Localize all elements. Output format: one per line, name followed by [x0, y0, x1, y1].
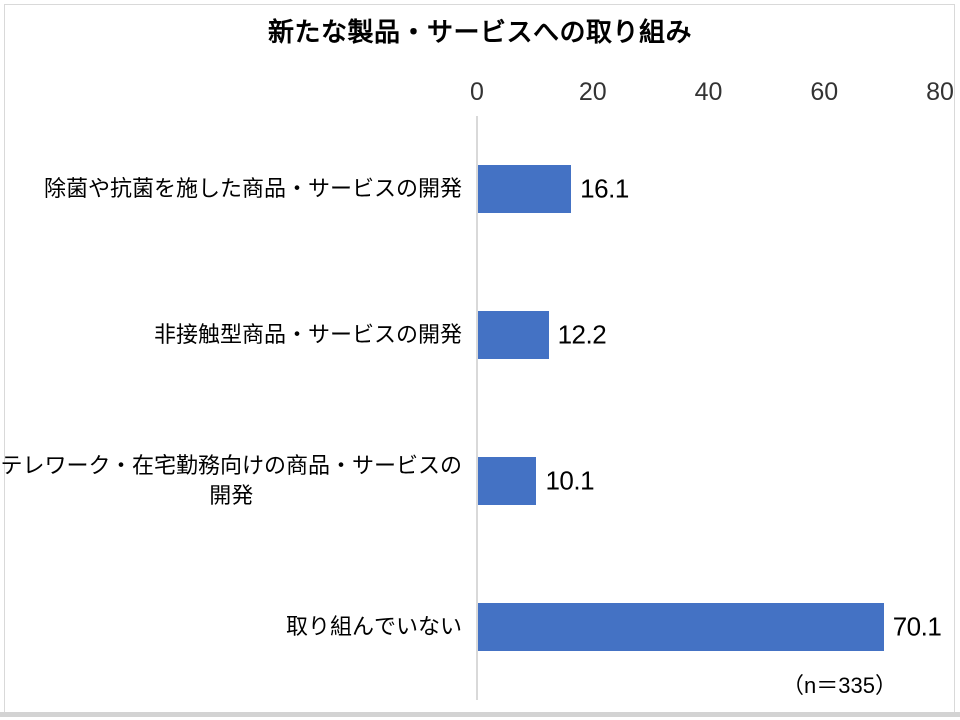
- x-axis-tick-label: 80: [926, 78, 954, 106]
- data-label: 12.2: [557, 319, 607, 350]
- category-label: 取り組んでいない: [285, 614, 462, 639]
- bar: [478, 311, 549, 359]
- data-label: 70.1: [892, 611, 942, 642]
- bottom-divider: [0, 712, 960, 717]
- bar: [478, 165, 572, 213]
- chart-title: 新たな製品・サービスへの取り組み: [267, 17, 692, 47]
- x-axis-tick-label: 0: [470, 78, 484, 106]
- category-label: テレワーク・在宅勤務向けの商品・サービスの 開発: [0, 453, 462, 508]
- category-label: 非接触型商品・サービスの開発: [153, 322, 462, 347]
- data-label: 10.1: [545, 465, 595, 496]
- bar: [478, 603, 884, 651]
- category-label: 除菌や抗菌を施した商品・サービスの開発: [43, 176, 462, 201]
- data-label: 16.1: [580, 173, 629, 204]
- x-axis-tick-label: 40: [694, 78, 723, 106]
- category-axis-line: [476, 116, 478, 700]
- bar: [478, 457, 537, 505]
- x-axis-tick-label: 20: [578, 78, 607, 106]
- x-axis-tick-label: 60: [810, 78, 839, 106]
- sample-size-note: （n＝335）: [782, 673, 897, 698]
